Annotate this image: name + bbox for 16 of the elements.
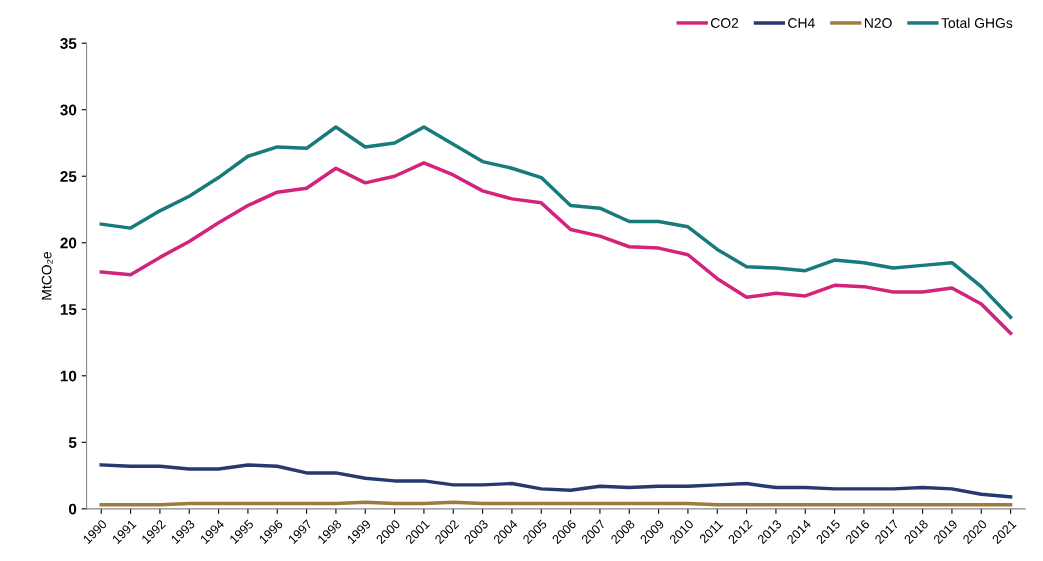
y-tick-label: 0 xyxy=(68,503,77,515)
y-tick-label: 25 xyxy=(60,171,77,182)
y-tick-label: 35 xyxy=(60,38,77,49)
y-tick-label: 5 xyxy=(68,437,77,448)
legend-label: Total GHGs xyxy=(941,17,1013,28)
legend-label: N2O xyxy=(864,18,892,28)
legend-label: CO2 xyxy=(710,18,739,28)
y-tick-label: 15 xyxy=(60,304,77,315)
line-series xyxy=(99,463,1013,499)
legend-label: CH4 xyxy=(788,18,815,28)
y-tick-label: 30 xyxy=(60,104,77,116)
line-series xyxy=(99,125,1013,319)
line-series xyxy=(99,161,1013,335)
y-axis-title: MtCO₂e xyxy=(41,251,53,300)
y-tick-label: 10 xyxy=(60,370,77,382)
y-tick-label: 20 xyxy=(60,237,77,249)
